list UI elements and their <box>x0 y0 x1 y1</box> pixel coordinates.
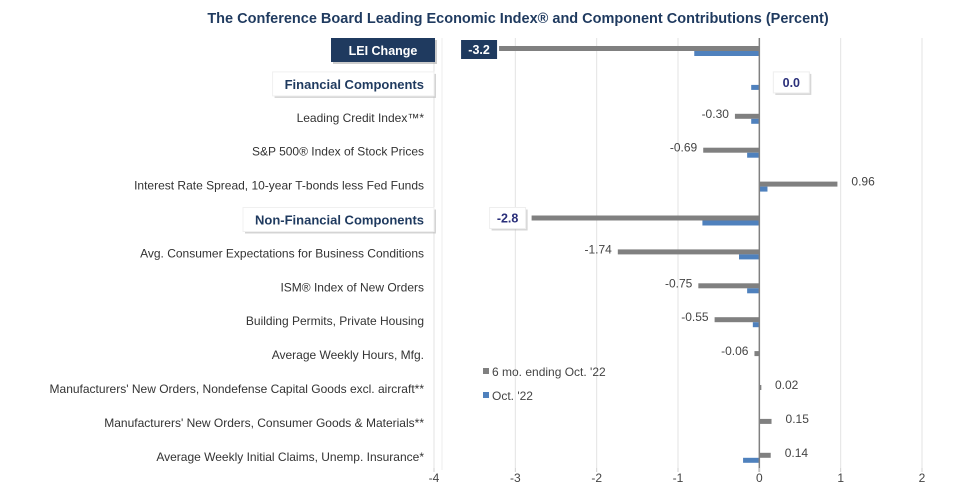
category-label: Manufacturers' New Orders, Nondefense Ca… <box>50 382 425 396</box>
bar-six-month <box>754 351 760 357</box>
value-label: 0.96 <box>851 175 875 189</box>
category-label: LEI Change <box>349 44 418 58</box>
value-label: -2.8 <box>497 212 519 226</box>
category-label: ISM® Index of New Orders <box>280 280 424 294</box>
category-labels: LEI Change Financial Components Leading Cr… <box>50 38 437 464</box>
bar-six-month <box>698 283 760 289</box>
value-label: 0.14 <box>785 446 809 460</box>
legend-swatch-oct <box>483 392 489 398</box>
category-label: Building Permits, Private Housing <box>246 314 424 328</box>
chart-title: The Conference Board Leading Economic In… <box>207 11 829 27</box>
category-label: Manufacturers' New Orders, Consumer Good… <box>104 416 424 430</box>
bar-oct <box>739 254 760 260</box>
bars <box>499 46 838 463</box>
x-tick-label: -4 <box>429 471 440 485</box>
value-label: -3.2 <box>468 43 490 57</box>
bar-six-month <box>759 452 771 458</box>
category-label: S&P 500® Index of Stock Prices <box>252 145 424 159</box>
bar-oct <box>694 51 760 56</box>
bar-oct <box>702 220 760 226</box>
bar-oct <box>747 152 760 158</box>
category-label: Non-Financial Components <box>255 213 424 228</box>
bar-six-month <box>499 46 760 51</box>
category-label: Average Weekly Hours, Mfg. <box>272 348 424 362</box>
value-label: -1.74 <box>584 242 612 256</box>
value-label: 0.15 <box>786 412 810 426</box>
category-label: Financial Components <box>285 77 424 92</box>
header-box <box>331 38 435 62</box>
category-label: Avg. Consumer Expectations for Business … <box>140 246 424 260</box>
x-tick-labels: -4 -3 -2 -1 0 1 2 <box>429 468 926 485</box>
value-label: -0.06 <box>721 344 749 358</box>
header-box <box>272 71 435 97</box>
bar-six-month <box>617 249 760 255</box>
bar-six-month <box>714 317 760 323</box>
x-tick-label: -1 <box>673 471 684 485</box>
value-label: -0.55 <box>681 310 709 324</box>
value-label: 0.0 <box>783 76 800 90</box>
value-label-box: -2.8 <box>489 207 528 231</box>
legend-label-oct: Oct. '22 <box>492 389 533 403</box>
bar-six-month <box>703 147 760 153</box>
value-label-box: -3.2 <box>461 40 498 59</box>
bar-oct <box>752 322 760 328</box>
bar-oct <box>747 288 760 294</box>
value-label: -0.75 <box>665 276 693 290</box>
bar-oct <box>751 118 760 124</box>
value-label-box: 0.0 <box>772 71 812 95</box>
value-label: 0.02 <box>775 378 799 392</box>
legend: 6 mo. ending Oct. '22 Oct. '22 <box>483 365 606 403</box>
bar-six-month <box>531 215 760 221</box>
value-label: -0.69 <box>670 141 698 155</box>
bar-oct <box>743 457 760 463</box>
x-tick-label: -2 <box>591 471 602 485</box>
category-label: Average Weekly Initial Claims, Unemp. In… <box>156 450 424 464</box>
bar-six-month <box>734 113 760 119</box>
header-box <box>242 207 435 232</box>
bar-six-month <box>759 181 838 187</box>
gridlines <box>433 38 923 468</box>
bar-oct <box>759 186 768 192</box>
legend-label-six-month: 6 mo. ending Oct. '22 <box>492 365 606 379</box>
x-tick-label: 0 <box>756 471 763 485</box>
bar-oct <box>751 84 760 90</box>
category-label: Interest Rate Spread, 10-year T-bonds le… <box>134 179 424 193</box>
category-header-lei-change: LEI Change <box>331 38 437 64</box>
x-tick-label: -3 <box>510 471 521 485</box>
x-tick-label: 2 <box>919 471 926 485</box>
bar-six-month <box>759 418 772 424</box>
category-header: Non-Financial Components <box>242 207 436 234</box>
value-label: -0.30 <box>702 107 730 121</box>
value-labels: -3.2 0.0 -0.30 -0.69 0.96 -2.8 -1.74 -0.75 -0.55… <box>461 40 875 460</box>
bar-six-month <box>759 385 762 390</box>
x-tick-label: 1 <box>837 471 844 485</box>
category-header: Financial Components <box>272 71 436 98</box>
legend-swatch-six-month <box>483 368 489 374</box>
category-label: Leading Credit Index™* <box>297 111 425 125</box>
